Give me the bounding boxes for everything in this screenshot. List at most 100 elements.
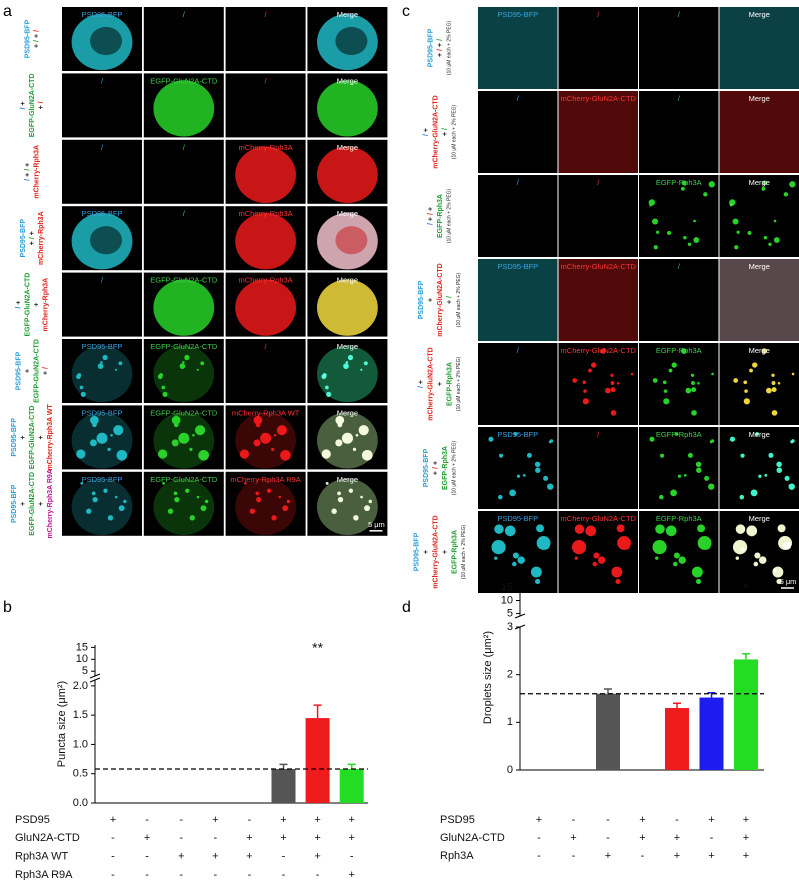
- micrograph: [558, 175, 638, 257]
- droplet: [690, 373, 695, 377]
- droplet: [735, 556, 740, 560]
- row-label: +: [442, 550, 449, 554]
- punctum: [184, 354, 190, 361]
- condition-sign: +: [708, 814, 714, 826]
- channel-label: EGFP-GluN2A-CTD: [150, 342, 218, 351]
- cell-body: [317, 279, 378, 336]
- row-label-part: +: [38, 502, 45, 506]
- channel-label: PSD95-BFP: [497, 10, 538, 19]
- channel-label: mCherry-Rph3A WT: [232, 408, 300, 417]
- punctum: [107, 447, 111, 451]
- droplet: [773, 219, 777, 223]
- micrograph-signal: [153, 279, 215, 336]
- droplet: [652, 539, 667, 555]
- droplet: [549, 439, 554, 443]
- droplet: [710, 439, 715, 443]
- channel-label: EGFP-Rph3A: [656, 514, 702, 523]
- row-label-part: (10 μM each + 2% PEG): [452, 104, 458, 159]
- row-label-part: /: [427, 213, 434, 215]
- punctum: [118, 361, 123, 366]
- row-label-part: +: [432, 471, 439, 475]
- micrograph-signal: [729, 432, 795, 500]
- row-label: (10 μM each + 2% PEG): [447, 188, 453, 243]
- row-label-part: +: [20, 101, 27, 105]
- channel-label: /: [265, 342, 268, 351]
- row-label: +/: [38, 101, 45, 109]
- error-bar: [707, 692, 716, 698]
- row-label: PSD95-BFP: [20, 219, 27, 258]
- channel-label: PSD95-BFP: [82, 10, 123, 19]
- row-label-part: /: [24, 169, 31, 171]
- micrograph: [478, 91, 558, 173]
- punctum: [243, 481, 247, 485]
- punctum: [114, 368, 118, 371]
- row-label: PSD95-BFP: [418, 280, 425, 319]
- row-label: (10 μM each + 2% PEG): [447, 20, 453, 75]
- row-label-part: EGFP-GluN2A-CTD: [24, 273, 31, 337]
- droplet: [673, 552, 680, 559]
- punctum: [249, 508, 256, 514]
- channel-label: Merge: [337, 76, 358, 85]
- channel-label: mCherry-GluN2A-CTD: [561, 514, 637, 523]
- punctum: [256, 496, 262, 503]
- micrograph: [478, 511, 558, 593]
- row-label: mCherry-Rph3A R9A: [47, 469, 54, 538]
- droplet: [743, 380, 748, 385]
- droplet: [753, 561, 759, 567]
- diffuse-signal: [478, 259, 558, 341]
- droplet: [670, 489, 677, 497]
- micrograph-signal: [652, 524, 712, 585]
- channel-label: mCherry-Rph3A: [239, 276, 293, 285]
- punctum: [273, 433, 277, 437]
- micrograph: [558, 91, 638, 173]
- condition-sign: +: [280, 832, 286, 844]
- droplet: [678, 556, 686, 564]
- micrograph: [639, 91, 719, 173]
- y-tick-label: 1.5: [73, 709, 88, 721]
- droplet: [585, 525, 597, 537]
- droplet: [680, 348, 687, 354]
- punctum: [325, 385, 329, 390]
- row-label-part: +: [20, 502, 27, 506]
- punctum: [161, 385, 166, 390]
- micrograph: [639, 343, 719, 425]
- channel-label: mCherry-GluN2A-CTD: [561, 94, 637, 103]
- punctum: [368, 499, 372, 504]
- row-label-part: +: [24, 173, 31, 177]
- condition-sign: +: [110, 814, 116, 826]
- punctum: [325, 481, 329, 485]
- condition-sign: +: [212, 814, 218, 826]
- condition-sign: -: [145, 851, 149, 863]
- row-label-part: +: [427, 298, 434, 302]
- condition-name: Rph3A WT: [15, 851, 68, 863]
- punctum: [321, 374, 327, 380]
- condition-sign: -: [675, 814, 679, 826]
- micrograph: [478, 7, 558, 89]
- condition-sign: -: [282, 851, 286, 863]
- droplet: [754, 552, 761, 559]
- row-label: EGFP-GluN2A-CTD: [29, 74, 36, 138]
- micrograph: [478, 259, 558, 341]
- row-label-part: mCherry-Rph3A: [38, 211, 45, 265]
- channel-label: EGFP-GluN2A-CTD: [150, 475, 218, 484]
- channel-label: /: [101, 76, 104, 85]
- micrograph-signal: [317, 478, 378, 535]
- channel-label: /: [597, 178, 600, 187]
- punctum: [103, 488, 108, 493]
- channel-label: mCherry-GluN2A-CTD: [561, 262, 637, 271]
- bar: [734, 659, 758, 770]
- micrograph: [719, 511, 799, 593]
- punctum: [189, 447, 193, 451]
- row-label: EGFP-GluN2A-CTD: [33, 339, 40, 403]
- micrograph-signal: [491, 524, 551, 585]
- row-label: +: [20, 502, 27, 506]
- row-label-part: +: [15, 301, 22, 305]
- y-tick-label: 0: [507, 764, 513, 776]
- condition-sign: +: [144, 832, 150, 844]
- cell-body: [317, 478, 378, 535]
- condition-sign: +: [639, 814, 645, 826]
- droplet: [791, 439, 795, 443]
- droplet: [691, 410, 697, 416]
- condition-sign: +: [570, 832, 576, 844]
- punctum: [278, 495, 282, 499]
